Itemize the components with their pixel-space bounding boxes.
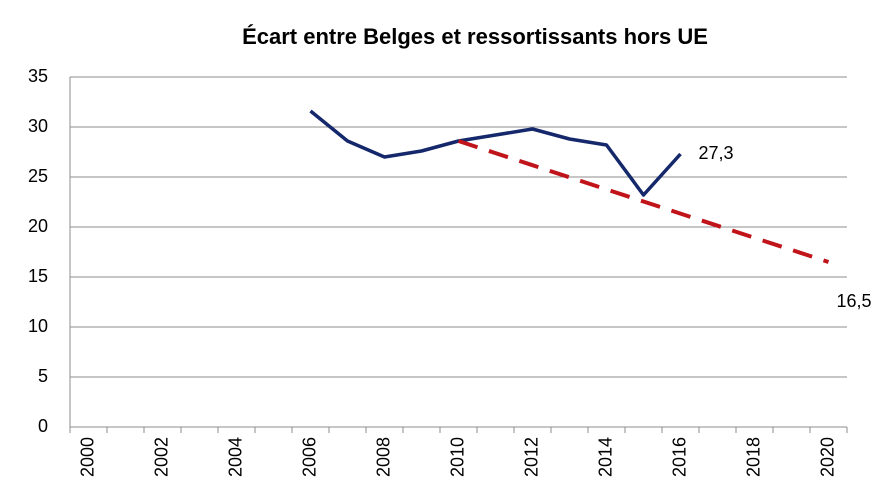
y-tick-label: 35 — [28, 66, 48, 86]
y-tick-label: 0 — [38, 416, 48, 436]
y-tick-label: 20 — [28, 216, 48, 236]
data-label: 16,5 — [837, 291, 872, 311]
x-tick-label: 2010 — [447, 437, 467, 477]
series-line — [309, 109, 682, 197]
y-tick-label: 25 — [28, 166, 48, 186]
x-tick-label: 2008 — [373, 437, 393, 477]
x-tick-label: 2016 — [669, 437, 689, 477]
x-tick-label: 2012 — [521, 437, 541, 477]
x-tick-label: 2006 — [299, 437, 319, 477]
x-tick-label: 2002 — [151, 437, 171, 477]
x-tick-label: 2004 — [225, 437, 245, 477]
y-tick-label: 10 — [28, 316, 48, 336]
x-tick-label: 2018 — [743, 437, 763, 477]
x-tick-label: 2000 — [77, 437, 97, 477]
data-label: 27,3 — [699, 143, 734, 163]
y-tick-label: 5 — [38, 366, 48, 386]
x-tick-label: 2014 — [595, 437, 615, 477]
y-tick-label: 15 — [28, 266, 48, 286]
y-tick-label: 30 — [28, 116, 48, 136]
x-tick-label: 2020 — [817, 437, 837, 477]
series-line — [457, 139, 830, 264]
chart-title: Écart entre Belges et ressortissants hor… — [242, 24, 708, 49]
